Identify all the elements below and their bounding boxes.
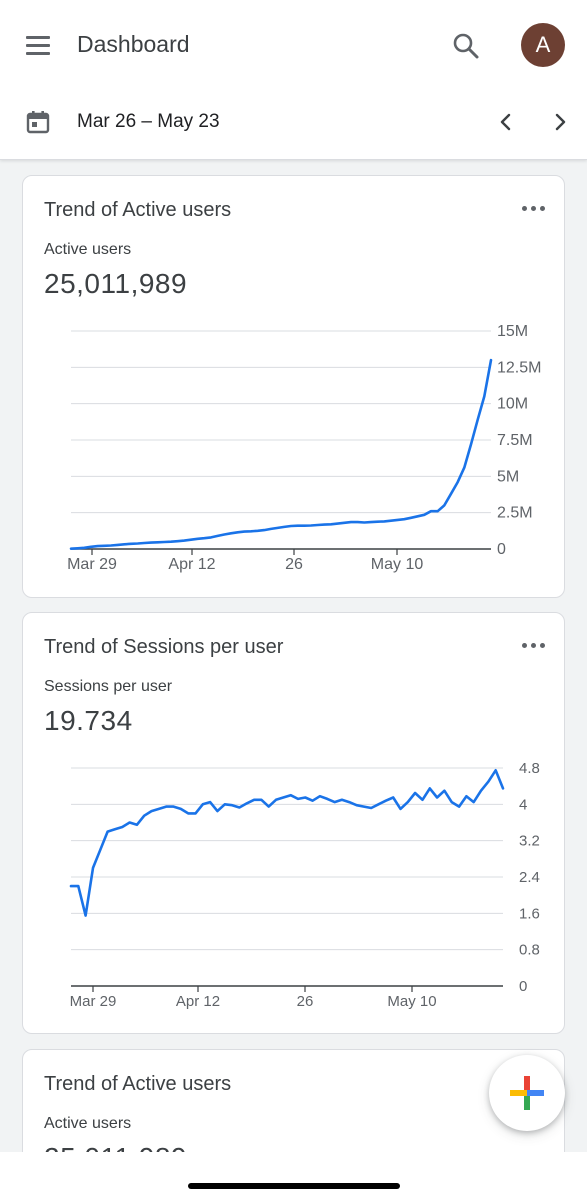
y-tick-label: 4.8: [519, 760, 540, 777]
y-tick-label: 2.4: [519, 869, 540, 886]
y-tick-label: 2.5M: [497, 505, 533, 522]
sessions-per-user-chart: 4.8 4 3.2 2.4 1.6 0.8 0 Mar 29 Apr 12 26 May 10: [69, 760, 540, 1010]
y-tick-label: 0: [519, 978, 527, 995]
search-icon[interactable]: [450, 30, 482, 62]
series-line: [69, 769, 505, 917]
y-tick-label: 10M: [497, 396, 528, 413]
y-tick-label: 5M: [497, 468, 519, 485]
x-tick-label: Apr 12: [168, 556, 215, 573]
add-icon: [510, 1076, 544, 1110]
avatar[interactable]: A: [521, 23, 565, 67]
chevron-left-icon[interactable]: [492, 108, 520, 136]
page-title: Dashboard: [77, 31, 190, 57]
series-line: [69, 358, 493, 551]
x-tick-label: Apr 12: [176, 993, 220, 1010]
y-tick-label: 3.2: [519, 833, 540, 850]
card-title: Trend of Sessions per user: [44, 636, 284, 658]
active-users-chart: 15M 12.5M 10M 7.5M 5M 2.5M 0 Mar 29 Apr 12 26 May …: [67, 323, 541, 573]
date-range-bar: Mar 26 – May 23: [0, 92, 587, 160]
chevron-right-icon[interactable]: [546, 108, 574, 136]
y-tick-label: 15M: [497, 323, 528, 340]
sessions-per-user-card[interactable]: Trend of Sessions per user Sessions per …: [22, 612, 565, 1034]
card-title: Trend of Active users: [44, 199, 232, 221]
add-button[interactable]: [489, 1055, 565, 1131]
metric-value: 19.734: [44, 705, 133, 736]
metric-label: Active users: [44, 1115, 132, 1132]
metric-label: Active users: [44, 241, 132, 258]
card-title: Trend of Active users: [44, 1073, 232, 1095]
x-tick-label: May 10: [387, 993, 436, 1010]
x-tick-label: 26: [285, 556, 303, 573]
app-header: Dashboard A: [0, 0, 587, 92]
x-tick-label: May 10: [371, 556, 424, 573]
metric-label: Sessions per user: [44, 678, 173, 695]
calendar-icon[interactable]: [26, 110, 50, 134]
x-tick-label: Mar 29: [70, 993, 117, 1010]
more-horizontal-icon[interactable]: [517, 639, 551, 653]
y-tick-label: 0.8: [519, 942, 540, 959]
active-users-card[interactable]: Trend of Active users Active users 25,01…: [22, 175, 565, 598]
bottom-safe-area: [0, 1152, 587, 1200]
home-indicator[interactable]: [188, 1183, 400, 1189]
y-tick-label: 7.5M: [497, 432, 533, 449]
y-tick-label: 0: [497, 541, 506, 558]
x-tick-label: Mar 29: [67, 556, 117, 573]
y-tick-label: 1.6: [519, 905, 540, 922]
y-tick-label: 12.5M: [497, 359, 541, 376]
app-bar: Dashboard A Mar 26 – May 23: [0, 0, 587, 160]
date-range-label[interactable]: Mar 26 – May 23: [77, 111, 220, 132]
x-tick-label: 26: [297, 993, 314, 1010]
y-tick-label: 4: [519, 796, 527, 813]
metric-value: 25,011,989: [44, 268, 188, 299]
more-horizontal-icon[interactable]: [517, 202, 551, 216]
menu-icon[interactable]: [24, 33, 52, 57]
